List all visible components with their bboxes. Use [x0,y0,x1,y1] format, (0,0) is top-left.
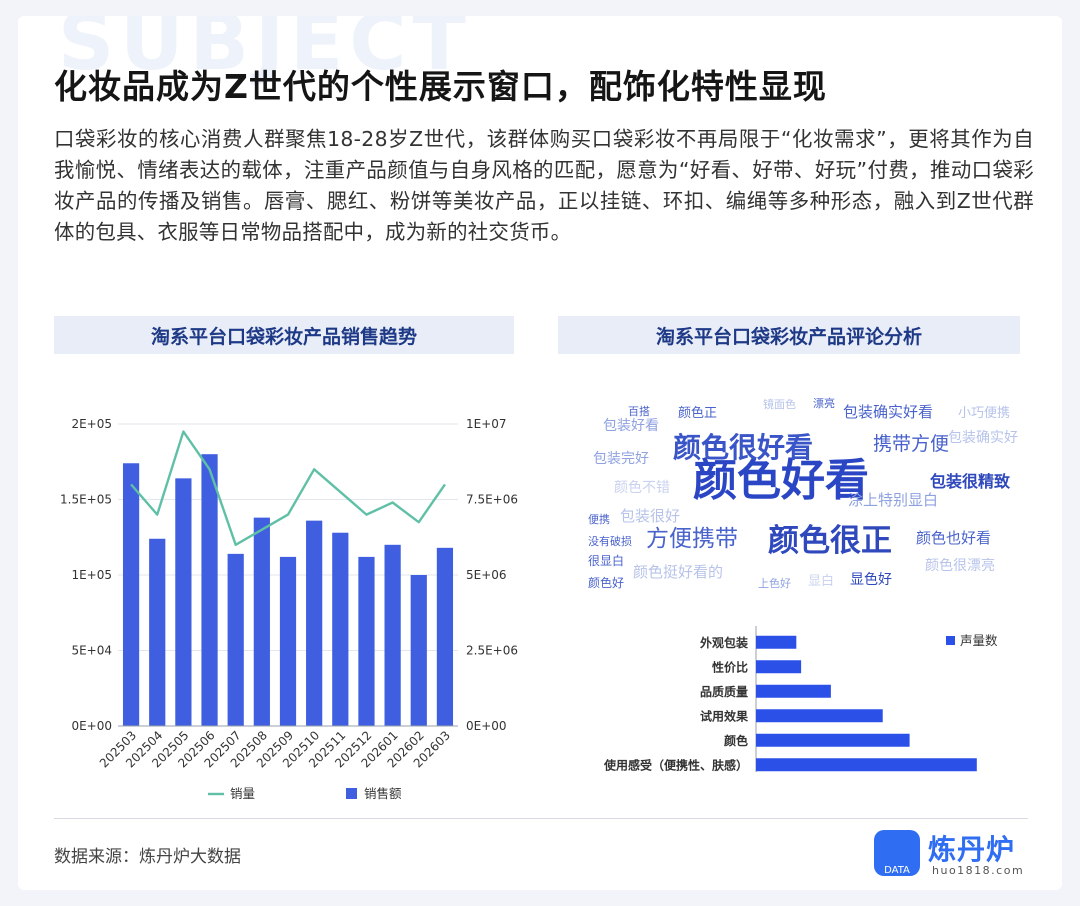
legend-label: 销量 [230,786,255,801]
left-panel-title: 淘系平台口袋彩妆产品销售趋势 [54,316,514,354]
dimension-bar [756,758,977,772]
wordcloud-word: 包装确实好 [948,430,1018,446]
wordcloud-word: 包装完好 [593,451,649,467]
sales-bar [358,556,375,726]
sales-bar [384,544,401,726]
intro-paragraph: 口袋彩妆的核心消费人群聚焦18-28岁Z世代，该群体购买口袋彩妆不再局限于“化妆… [54,127,1034,244]
sales-bar [149,538,166,726]
wordcloud-word: 颜色好 [588,576,625,590]
sales-bar [279,556,297,726]
sales-bar [201,454,218,726]
dimension-bar [756,635,797,649]
sales-bar [306,520,323,726]
dimension-label: 品质质量 [700,684,748,699]
left-axis-tick: 1.5E+05 [60,493,112,507]
wordcloud-word: 颜色也好看 [916,528,992,547]
wordcloud-word: 包装好看 [603,418,659,434]
legend-label: 声量数 [960,633,998,648]
sales-trend-chart: 0E+00 5E+04 1E+05 1.5E+05 2E+05 0E+00 2.5E+06 5… [60,417,518,801]
wordcloud-word: 颜色很好看 [673,431,814,464]
right-axis-tick: 0E+00 [466,719,507,733]
wordcloud-word: 显色好 [850,572,892,588]
dimension-bar [756,709,883,723]
wordcloud-word: 颜色不错 [614,480,670,496]
wordcloud-word: 颜色挺好看的 [633,562,724,581]
sales-bar [227,553,244,726]
legend-bar-swatch [946,636,955,645]
right-panel-title: 淘系平台口袋彩妆产品评论分析 [558,316,1020,354]
report-card: SUBJECT 化妆品成为Z世代的个性展示窗口，配饰化特性显现 口袋彩妆的核心消… [18,16,1062,890]
sales-bar [175,478,192,726]
background-watermark: SUBJECT [58,16,472,88]
wordcloud-word: 涂上特别显白 [848,490,939,509]
sales-bar [410,575,427,726]
legend-bar-swatch [346,788,357,799]
sales-bar [332,532,349,726]
wordcloud-word: 包装很好 [620,506,681,525]
dimension-label: 使用感受（便携性、肤感） [603,757,748,772]
dimension-bar [756,684,831,698]
dimension-bar [756,733,910,747]
sales-bar [122,463,140,726]
brand-logo: DATA 炼丹炉 huo1818.com [874,828,1034,880]
dimension-label: 试用效果 [700,708,748,723]
right-axis-tick: 7.5E+06 [466,493,518,507]
wordcloud-word: 漂亮 [813,396,835,410]
wordcloud-word: 百搭 [628,404,650,418]
right-axis-tick: 5E+06 [466,568,507,582]
wordcloud-word: 没有破损 [588,534,632,548]
volume-line [130,430,446,547]
page-title: 化妆品成为Z世代的个性展示窗口，配饰化特性显现 [54,67,827,106]
left-axis-tick: 0E+00 [71,719,112,733]
sales-bar [253,517,270,726]
right-axis-tick: 1E+07 [466,417,507,431]
dimension-label: 颜色 [724,733,748,748]
review-wordcloud: 颜色好看 颜色很好看 颜色很正 方便携带 携带方便 包装很精致 包装确实好看 涂上特别显白 包装… [558,388,1038,608]
wordcloud-word: 携带方便 [873,432,950,455]
wordcloud-word: 便携 [588,512,610,526]
wordcloud-word: 颜色很漂亮 [925,558,995,574]
wordcloud-word: 很显白 [588,554,625,568]
wordcloud-word: 方便携带 [646,525,738,552]
wordcloud-word: 小巧便携 [958,405,1011,421]
dimension-label: 外观包装 [700,635,748,650]
logo-name: 炼丹炉 [928,833,1016,866]
wordcloud-word: 上色好 [758,576,791,590]
logo-badge-icon: DATA [874,830,920,876]
dimension-bar [756,660,802,674]
left-axis-tick: 1E+05 [71,568,112,582]
wordcloud-word: 颜色正 [678,405,718,421]
wordcloud-word: 镜面色 [763,397,796,411]
left-axis-tick: 2E+05 [71,417,112,431]
dimension-label: 性价比 [711,659,748,674]
wordcloud-word: 颜色很正 [768,522,892,559]
legend-label: 销售额 [364,786,402,801]
data-source: 数据来源：炼丹炉大数据 [54,847,241,867]
wordcloud-word: 包装很精致 [930,472,1011,491]
footer-divider [54,818,1028,819]
wordcloud-word: 显白 [808,573,835,589]
logo-url: huo1818.com [932,864,1025,877]
wordcloud-word: 包装确实好看 [843,402,934,421]
right-axis-tick: 2.5E+06 [466,644,518,658]
sales-bar [436,547,454,726]
wordcloud-word: 颜色好看 [693,455,869,506]
left-axis-tick: 5E+04 [71,644,112,658]
